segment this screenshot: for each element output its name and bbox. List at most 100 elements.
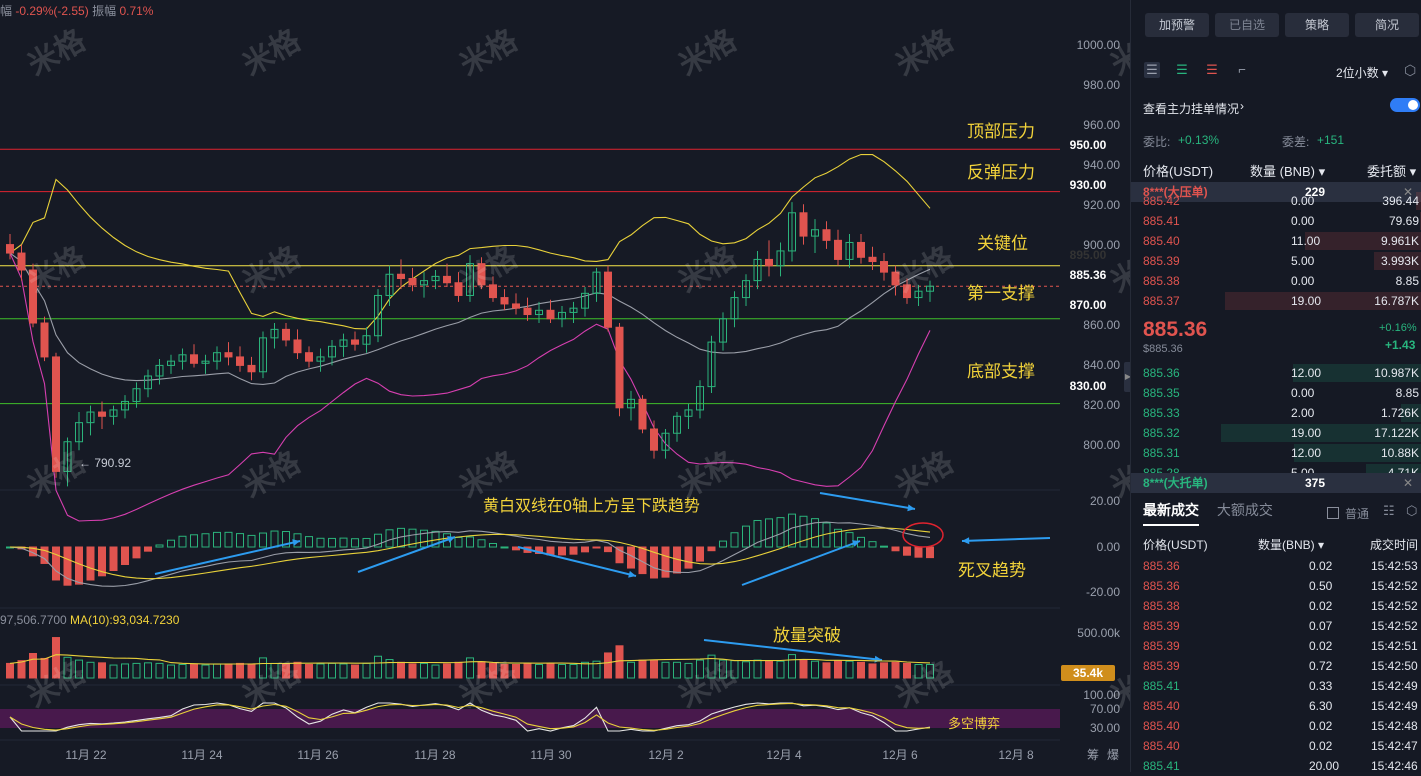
trade-header-time: 成交时间 [1370, 536, 1418, 553]
volume-bar [133, 663, 140, 678]
ask-row-amt: 3.993K [1381, 251, 1419, 271]
macd-histogram-bar [559, 547, 566, 555]
volume-bar [76, 660, 83, 678]
main-orders-toggle[interactable] [1390, 98, 1420, 112]
annotation-top-resistance: 顶部压力 [967, 117, 1035, 142]
macd-histogram-bar [271, 531, 278, 547]
current-price-tag: 885.36 [1061, 267, 1115, 283]
liquidation-button[interactable]: 爆 [1107, 746, 1119, 763]
strategy-button[interactable]: 策略 [1285, 13, 1349, 37]
axis-label-920: 920.00 [1066, 198, 1130, 212]
annotation-volume-breakout: 放量突破 [773, 621, 841, 646]
macd-histogram-bar [237, 534, 244, 547]
ask-row-qty: 11.00 [1291, 231, 1320, 251]
header-amount[interactable]: 委托额 ▾ [1367, 161, 1416, 180]
macd-histogram-bar [616, 547, 623, 563]
orderbook-bids-icon[interactable]: ☰ [1174, 62, 1190, 78]
bid-row-amt: 10.987K [1374, 363, 1419, 383]
x-tick-dec4: 12月 4 [766, 746, 801, 763]
main-orders-link[interactable]: 查看主力挂单情况 [1143, 100, 1239, 117]
volume-bar [214, 664, 221, 678]
swing-label: 振幅 [92, 4, 116, 18]
orderbook-both-icon[interactable]: ☰ [1144, 62, 1160, 78]
macd-histogram-bar [145, 547, 152, 551]
macd-histogram-bar [168, 540, 175, 547]
last-price-change: +1.43 [1385, 338, 1415, 352]
normal-checkbox[interactable] [1327, 507, 1339, 519]
trade-price: 885.39 [1143, 656, 1180, 676]
candle-body [869, 257, 876, 261]
trade-price: 885.39 [1143, 636, 1180, 656]
settings-icon[interactable]: ⬡ [1404, 62, 1416, 79]
macd-histogram-bar [766, 519, 773, 547]
trade-qty: 0.02 [1309, 716, 1332, 736]
volume-value: 97,506.7700 [0, 613, 67, 627]
macd-histogram-bar [628, 547, 635, 568]
axis-label-800: 800.00 [1066, 438, 1130, 452]
trend-arrow [962, 538, 1050, 541]
trade-time: 15:42:53 [1371, 556, 1418, 576]
chart-canvas[interactable] [0, 0, 1130, 772]
osc-axis-30: 30.00 [1066, 721, 1130, 735]
volume-bar [869, 664, 876, 678]
candle-body [41, 323, 48, 357]
tab-latest-trades[interactable]: 最新成交 [1143, 502, 1199, 526]
candle-body [892, 272, 899, 285]
candle-body [651, 429, 658, 450]
add-alert-button[interactable]: 加预警 [1145, 13, 1209, 37]
big-bid-row[interactable]: 8***(大托单) 375 ✕ [1131, 473, 1421, 493]
candle-body [823, 230, 830, 241]
candle-body [639, 399, 646, 429]
chips-button[interactable]: 筹 [1087, 746, 1099, 763]
macd-histogram-bar [248, 535, 255, 547]
macd-dea-line [10, 528, 930, 579]
candlestick-chart[interactable]: 幅 -0.29%(-2.55) 振幅 0.71% 顶部压力 反弹压力 关键位 第… [0, 0, 1130, 772]
trade-header-qty[interactable]: 数量(BNB) ▾ [1258, 536, 1324, 553]
trade-price: 885.39 [1143, 616, 1180, 636]
volume-bar [789, 655, 796, 678]
orderbook-depth-icon[interactable]: ⌐ [1234, 62, 1250, 78]
volume-bar [283, 664, 290, 678]
last-price: 885.36 [1143, 318, 1207, 342]
settings-icon[interactable]: ⬡ [1406, 503, 1417, 519]
overview-button[interactable]: 简况 [1355, 13, 1419, 37]
annotation-rebound-resistance: 反弹压力 [967, 158, 1035, 183]
amp-label: 幅 [0, 4, 12, 18]
level-tag-870: 870.00 [1061, 297, 1115, 313]
macd-histogram-bar [329, 538, 336, 547]
header-qty[interactable]: 数量 (BNB) ▾ [1250, 161, 1325, 180]
trade-qty: 0.02 [1309, 636, 1332, 656]
last-price-percent: +0.16% [1379, 322, 1417, 334]
ask-row-qty: 5.00 [1291, 251, 1314, 271]
volume-bar [501, 665, 508, 679]
tab-large-trades[interactable]: 大额成交 [1217, 502, 1273, 518]
macd-histogram-bar [731, 533, 738, 547]
volume-bar [858, 662, 865, 678]
trade-price: 885.38 [1143, 596, 1180, 616]
orderbook-asks-icon[interactable]: ☰ [1204, 62, 1220, 78]
annotation-bottom-support: 底部支撑 [967, 357, 1035, 382]
volume-bar [110, 665, 117, 678]
ask-row-price: 885.40 [1143, 231, 1180, 251]
close-icon[interactable]: ✕ [1403, 473, 1413, 493]
macd-histogram-bar [478, 540, 485, 547]
candle-body [490, 285, 497, 298]
watchlist-button[interactable]: 已自选 [1215, 13, 1279, 37]
decimal-select[interactable]: 2位小数 ▾ [1336, 64, 1388, 81]
filter-icon[interactable]: ☷ [1383, 503, 1395, 519]
macd-histogram-bar [582, 547, 589, 552]
